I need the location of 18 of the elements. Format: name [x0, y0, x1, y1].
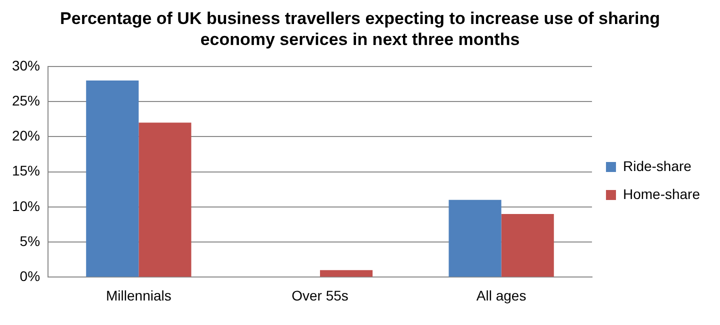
y-tick-label: 25% — [12, 92, 40, 108]
bar — [501, 214, 554, 277]
x-tick-label: All ages — [476, 287, 526, 304]
chart-title: Percentage of UK business travellers expecting to increase use of sharing economy services in next three months — [60, 8, 660, 50]
y-tick-label: 5% — [20, 232, 40, 249]
y-tick-label: 0% — [20, 268, 40, 284]
y-tick-label: 20% — [12, 128, 40, 144]
x-tick-label: Over 55s — [292, 287, 348, 304]
bar — [138, 122, 192, 277]
legend-label: Home-share — [622, 186, 700, 202]
bar — [86, 80, 139, 277]
y-tick-label: 30% — [12, 57, 40, 74]
legend-label: Ride-share — [622, 158, 692, 174]
x-tick-label: Millennials — [106, 287, 172, 304]
y-tick-label: 15% — [12, 162, 40, 179]
y-tick-label: 10% — [12, 198, 40, 214]
bar — [320, 270, 373, 277]
bar — [448, 200, 502, 277]
